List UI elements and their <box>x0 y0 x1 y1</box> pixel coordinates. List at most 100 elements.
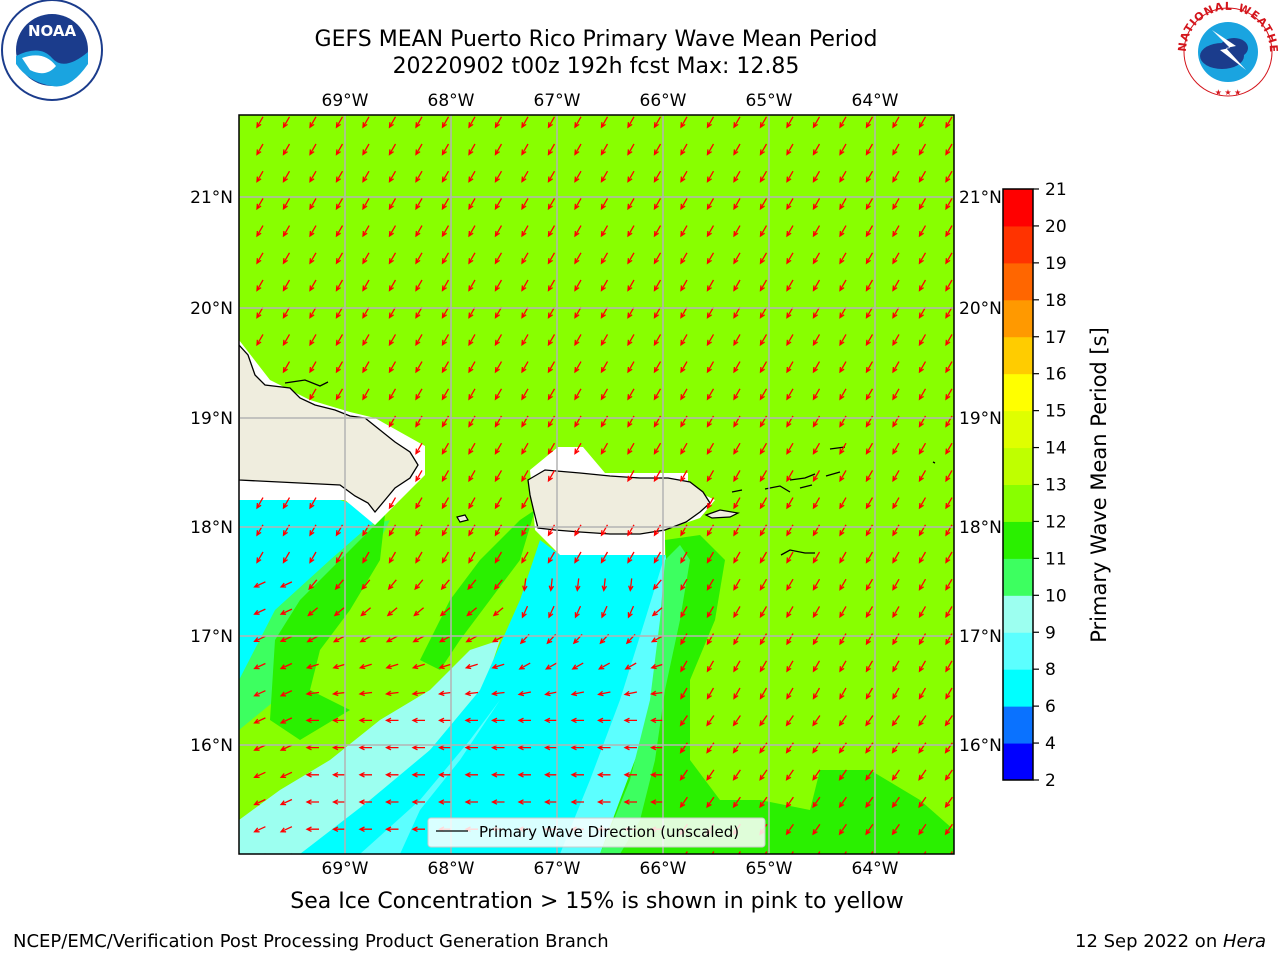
wave-direction-arrow <box>680 660 688 673</box>
wave-direction-arrow <box>517 690 532 697</box>
wave-direction-arrow <box>865 551 874 564</box>
colorbar-tick-label: 21 <box>1045 180 1067 200</box>
wave-direction-arrow <box>335 279 344 292</box>
colorbar-tick-label: 14 <box>1045 439 1067 459</box>
wave-direction-arrow <box>279 826 293 833</box>
wave-direction-arrow <box>945 143 953 156</box>
wave-direction-arrow <box>786 687 794 700</box>
wave-direction-arrow <box>918 551 927 564</box>
wave-direction-arrow <box>918 361 927 374</box>
wave-direction-arrow <box>575 853 577 854</box>
wave-direction-arrow <box>759 306 768 319</box>
wave-direction-arrow <box>468 143 476 156</box>
wave-direction-arrow <box>279 662 293 670</box>
wave-direction-arrow <box>918 116 927 129</box>
wave-direction-arrow <box>945 170 953 183</box>
wave-direction-arrow <box>256 170 264 183</box>
colorbar-swatch <box>1003 225 1033 264</box>
wave-direction-arrow <box>651 607 663 617</box>
wave-direction-arrow <box>362 334 370 347</box>
wave-direction-arrow <box>521 442 529 455</box>
wave-direction-arrow <box>521 361 529 374</box>
wave-direction-arrow <box>600 306 609 319</box>
wave-direction-arrow <box>464 717 478 724</box>
wave-direction-arrow <box>521 225 529 238</box>
wave-direction-arrow <box>786 143 794 156</box>
wave-direction-arrow <box>706 225 715 238</box>
wave-direction-arrow <box>680 361 688 374</box>
wave-direction-arrow <box>759 170 768 183</box>
wave-direction-arrow <box>733 551 741 564</box>
wave-direction-arrow <box>627 170 635 183</box>
wave-direction-arrow <box>335 361 344 374</box>
wave-direction-arrow <box>892 660 900 673</box>
wave-direction-arrow <box>494 279 503 292</box>
wave-direction-arrow <box>623 744 637 751</box>
title-line-1: GEFS MEAN Puerto Rico Primary Wave Mean … <box>314 27 878 52</box>
wave-direction-arrow <box>415 170 423 183</box>
wave-direction-arrow <box>680 578 688 591</box>
wave-direction-arrow <box>759 143 768 156</box>
wave-direction-arrow <box>759 470 768 483</box>
wave-direction-arrow <box>279 717 293 724</box>
wave-direction-arrow <box>812 497 821 510</box>
wave-direction-arrow <box>522 578 528 592</box>
colorbar-tick-label: 17 <box>1045 328 1067 348</box>
wave-direction-arrow <box>305 717 319 724</box>
wave-direction-arrow <box>706 170 715 183</box>
wave-direction-arrow <box>256 551 264 564</box>
wave-direction-arrow <box>358 799 372 805</box>
wave-direction-arrow <box>733 470 741 483</box>
wave-direction-arrow <box>865 796 874 809</box>
wave-direction-arrow <box>415 225 423 238</box>
wave-direction-arrow <box>570 690 585 697</box>
wave-direction-arrow <box>786 279 794 292</box>
wave-direction-arrow <box>812 687 821 700</box>
wave-direction-arrow <box>415 442 423 455</box>
wave-direction-arrow <box>865 306 874 319</box>
wave-direction-arrow <box>415 116 423 129</box>
wave-direction-arrow <box>385 663 399 670</box>
wave-direction-arrow <box>332 663 346 670</box>
wave-direction-arrow <box>282 170 291 183</box>
wave-direction-arrow <box>733 497 741 510</box>
wave-direction-arrow <box>839 143 847 156</box>
wave-direction-arrow <box>865 687 874 700</box>
wave-direction-arrow <box>865 116 874 129</box>
wave-direction-arrow <box>865 388 874 401</box>
wave-direction-arrow <box>415 470 423 483</box>
wave-direction-arrow <box>711 851 715 854</box>
wave-direction-arrow <box>490 690 505 697</box>
map-title: GEFS MEAN Puerto Rico Primary Wave Mean … <box>0 26 1192 80</box>
wave-direction-arrow <box>600 442 609 455</box>
wave-direction-arrow <box>944 769 953 781</box>
lat-label-right: 20°N <box>959 299 1002 319</box>
wave-direction-arrow <box>839 116 847 129</box>
wave-direction-arrow <box>517 717 531 724</box>
wave-direction-arrow <box>332 744 346 751</box>
wave-direction-arrow <box>253 771 266 779</box>
wave-direction-arrow <box>764 851 768 854</box>
wave-direction-arrow <box>332 772 346 778</box>
wave-direction-arrow <box>623 690 638 697</box>
wave-direction-arrow <box>918 198 927 211</box>
wave-direction-arrow <box>600 170 609 183</box>
wave-direction-arrow <box>441 116 450 129</box>
wave-direction-arrow <box>468 279 476 292</box>
lat-labels-left: 21°N 20°N 19°N 18°N 17°N 16°N <box>190 188 233 756</box>
wave-direction-arrow <box>335 143 344 156</box>
wave-direction-arrow <box>570 799 584 805</box>
lat-label-left: 18°N <box>190 518 233 538</box>
wave-direction-arrows <box>253 116 953 854</box>
wave-direction-arrow <box>309 551 317 564</box>
wave-direction-arrow <box>521 497 529 510</box>
wave-direction-arrow <box>944 796 953 809</box>
wave-direction-arrow <box>733 225 741 238</box>
wave-direction-arrow <box>679 796 688 809</box>
wave-direction-arrow <box>468 361 476 374</box>
colorbar-swatch <box>1003 595 1033 633</box>
wave-direction-arrow <box>574 306 582 319</box>
wave-direction-arrow <box>547 116 556 129</box>
wave-direction-arrow <box>521 143 529 156</box>
